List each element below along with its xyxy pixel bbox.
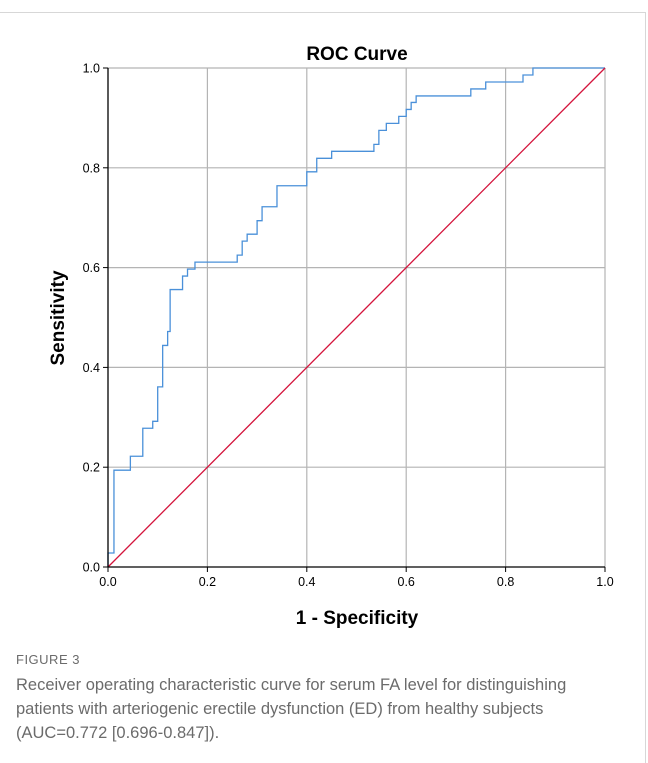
reference-diagonal-line: [107, 67, 606, 568]
y-tick-label-1: 0.2: [83, 461, 100, 475]
figure-caption: FIGURE 3 Receiver operating characterist…: [16, 652, 616, 745]
axes: [103, 67, 606, 572]
series-layer: [107, 67, 606, 568]
roc-chart: ROC Curve 0.0 0.2 0.4 0.6 0.8 1.0 0.0 0.2 0.4 0.6…: [48, 44, 614, 629]
x-tick-label-3: 0.6: [398, 575, 415, 589]
caption-label: FIGURE 3: [16, 652, 80, 667]
chart-title: ROC Curve: [306, 44, 407, 65]
x-tick-label-0: 0.0: [99, 575, 116, 589]
x-tick-label-5: 1.0: [596, 575, 613, 589]
y-tick-label-4: 0.8: [83, 161, 100, 175]
y-tick-label-3: 0.6: [83, 261, 100, 275]
y-tick-label-0: 0.0: [83, 561, 100, 575]
y-axis-label: Sensitivity: [48, 270, 69, 365]
figure-frame: [0, 12, 646, 763]
x-tick-label-2: 0.4: [298, 575, 315, 589]
tick-labels: 0.0 0.2 0.4 0.6 0.8 1.0 0.0 0.2 0.4 0.6 0.8 1.0: [83, 62, 614, 590]
x-tick-label-4: 0.8: [497, 575, 514, 589]
caption-text: Receiver operating characteristic curve …: [16, 676, 567, 742]
roc-curve-line: [107, 67, 605, 567]
y-tick-label-2: 0.4: [83, 361, 100, 375]
y-tick-label-5: 1.0: [83, 62, 100, 76]
x-tick-label-1: 0.2: [199, 575, 216, 589]
x-axis-label: 1 - Specificity: [296, 608, 419, 629]
grid-lines: [108, 67, 606, 567]
